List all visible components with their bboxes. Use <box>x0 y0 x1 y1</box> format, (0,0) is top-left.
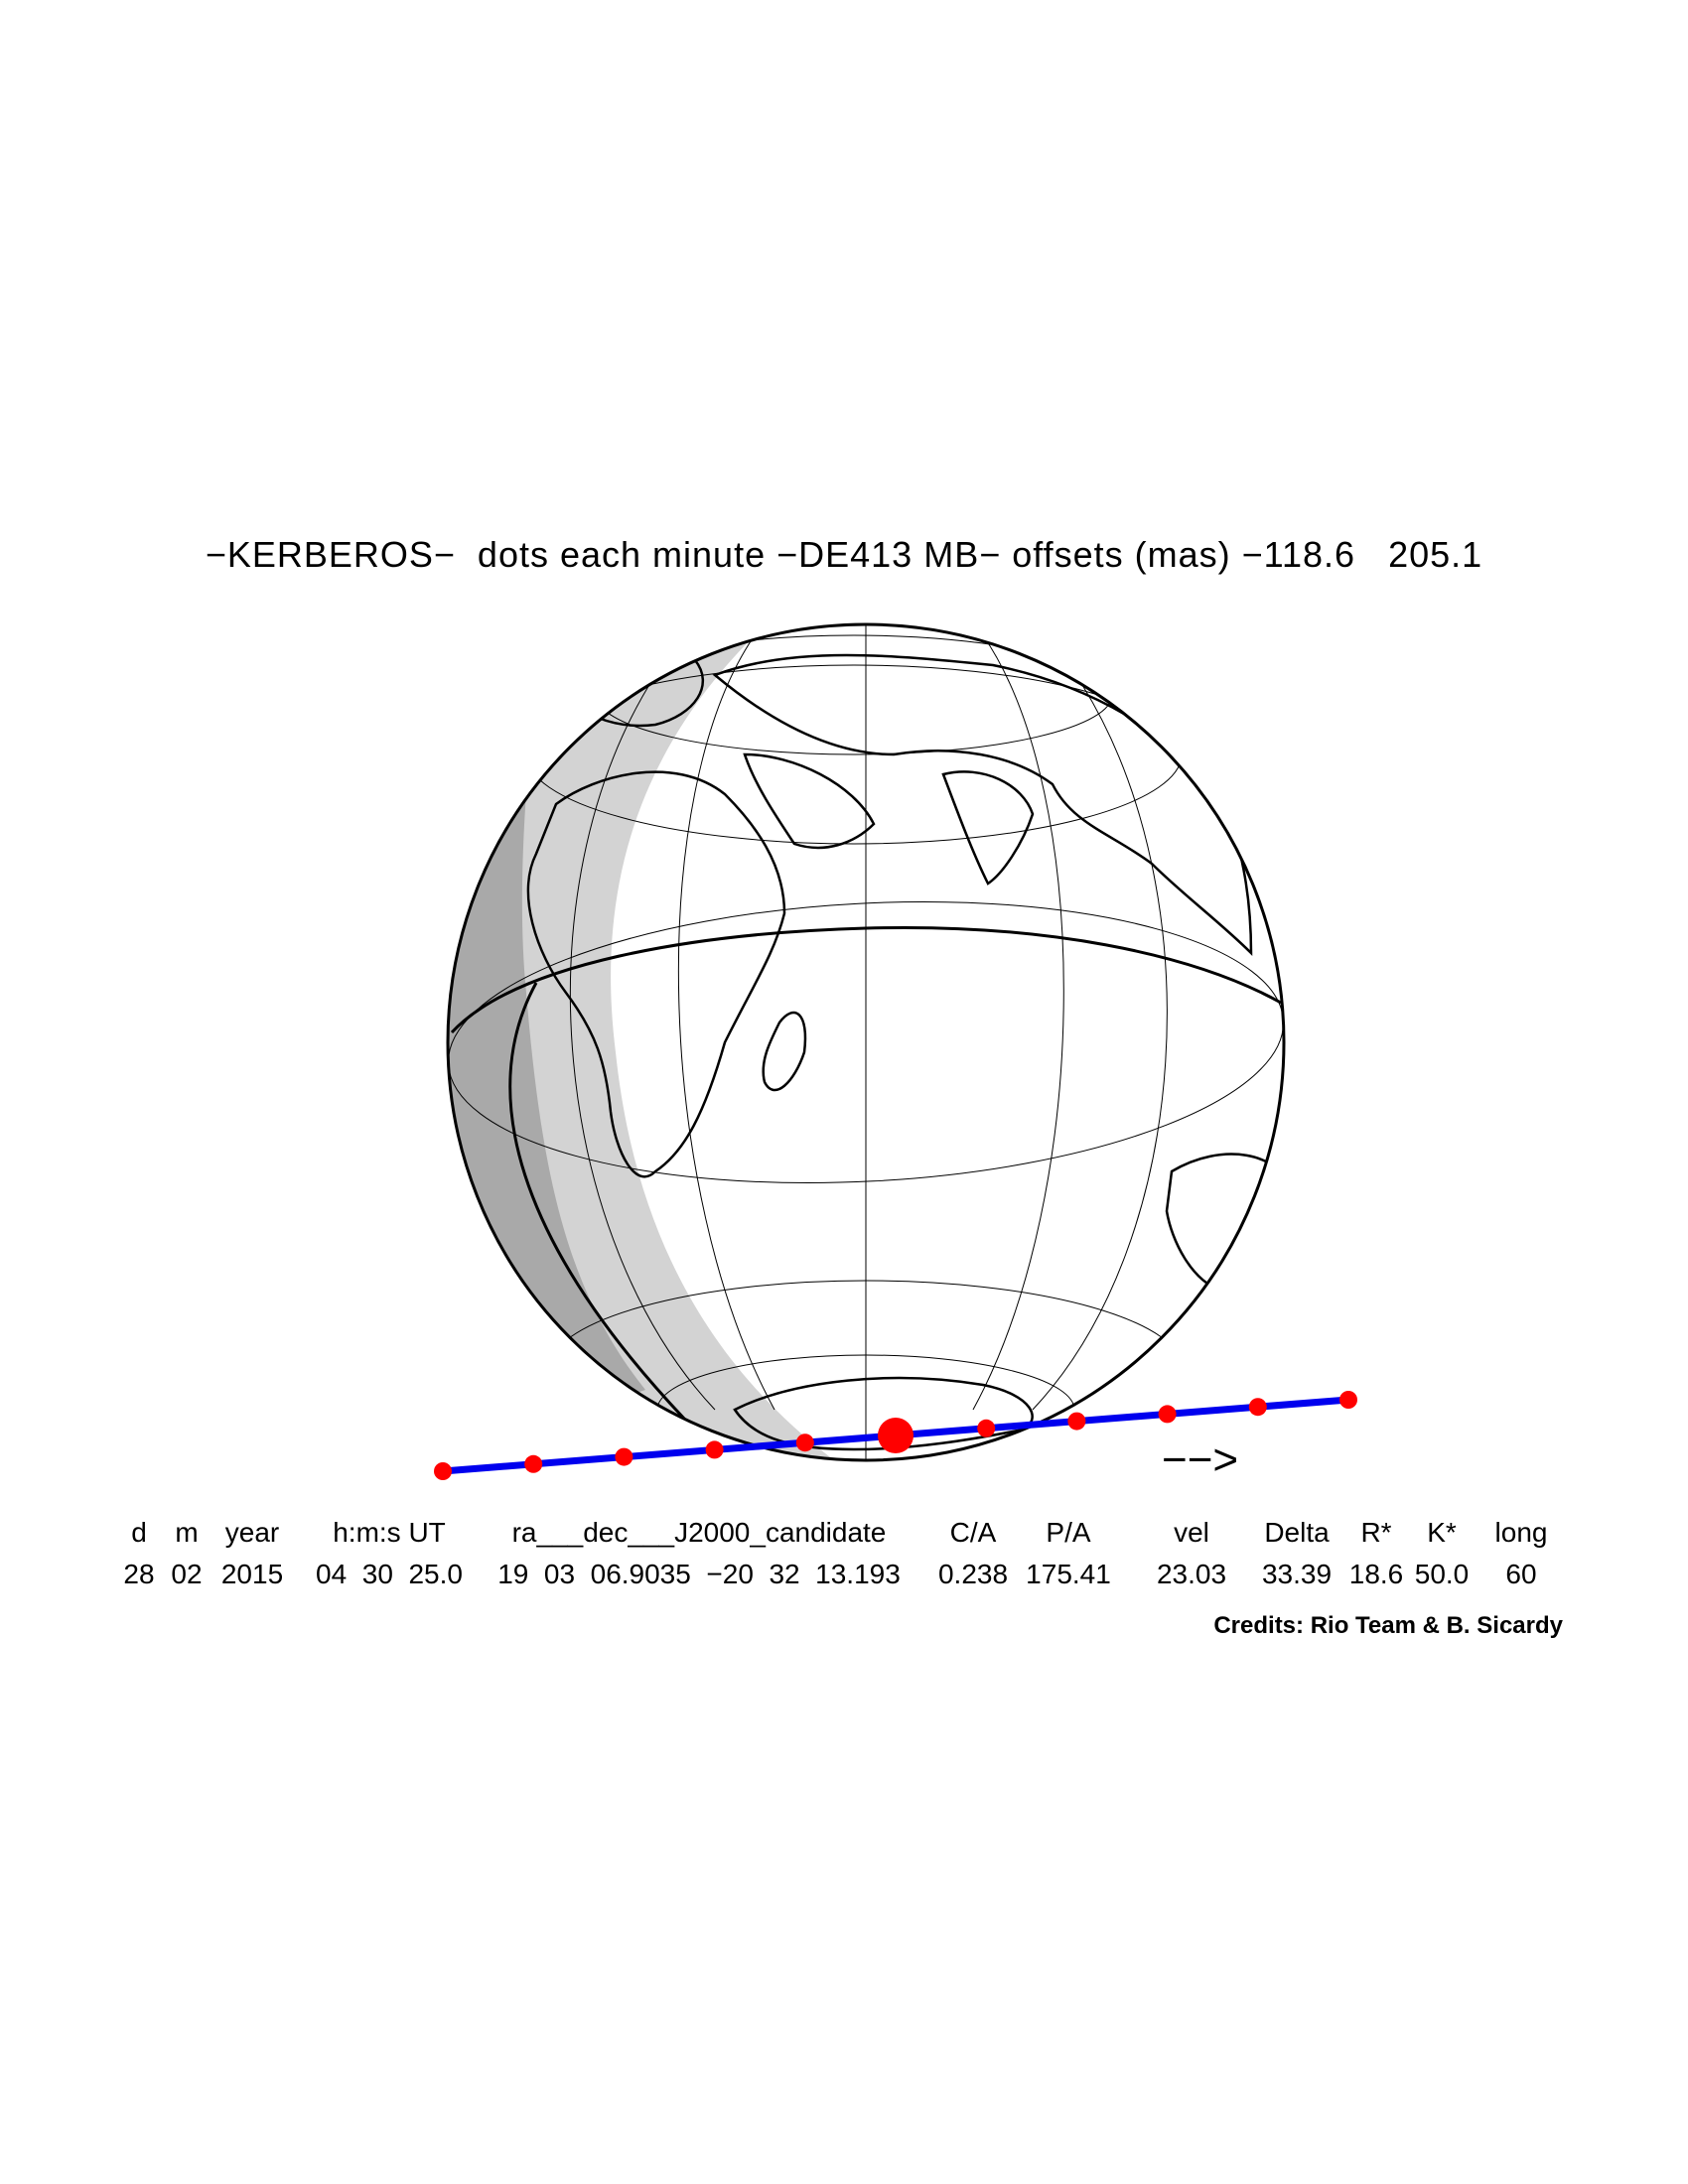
arabia-outline <box>743 752 876 850</box>
value-d: 28 <box>123 1559 155 1589</box>
value-rstar: 18.6 <box>1348 1559 1404 1589</box>
graticule-meridian <box>677 634 775 1411</box>
header-kstar: K* <box>1427 1517 1457 1548</box>
minute-dot <box>1339 1391 1357 1409</box>
minute-dot <box>1248 1398 1267 1417</box>
header-m: m <box>175 1517 199 1548</box>
graticule-meridian <box>1032 684 1168 1411</box>
minute-dot <box>1158 1405 1177 1424</box>
credits: Credits: Rio Team & B. Sicardy <box>1213 1612 1563 1639</box>
madagascar-outline <box>762 1011 807 1092</box>
value-vel: 23.03 <box>1156 1559 1227 1589</box>
direction-arrow: −−> <box>1162 1435 1238 1484</box>
minute-dot <box>795 1433 814 1452</box>
graticule-meridian <box>570 674 716 1411</box>
africa-outline <box>526 770 786 1178</box>
india-outline <box>941 770 1035 886</box>
occultation-track <box>434 1391 1357 1480</box>
value-ra-dec: 19 03 06.9035 −20 32 13.193 <box>497 1559 901 1589</box>
globe-limb <box>446 622 1286 1462</box>
header-d: d <box>131 1517 147 1548</box>
closest-approach-dot <box>878 1418 914 1453</box>
minute-dot <box>977 1419 996 1437</box>
value-pa: 175.41 <box>1026 1559 1111 1589</box>
value-long: 60 <box>1505 1559 1537 1589</box>
header-ca: C/A <box>949 1517 997 1548</box>
shadow-limit-line <box>508 982 687 1422</box>
header-long: long <box>1494 1517 1548 1548</box>
header-year: year <box>224 1517 280 1548</box>
graticule-meridian <box>972 634 1064 1411</box>
header-delta: Delta <box>1264 1517 1330 1548</box>
asia-outline <box>712 653 1253 957</box>
value-m: 02 <box>171 1559 203 1589</box>
minute-dot <box>1067 1412 1086 1431</box>
header-hms-ut: h:m:s UT <box>333 1517 446 1548</box>
minute-dot <box>524 1454 543 1473</box>
value-delta: 33.39 <box>1261 1559 1333 1589</box>
minute-dot <box>705 1440 724 1459</box>
value-ca: 0.238 <box>937 1559 1009 1589</box>
header-pa: P/A <box>1046 1517 1091 1548</box>
value-hms-ut: 04 30 25.0 <box>316 1559 463 1589</box>
minute-dot <box>615 1447 633 1466</box>
header-vel: vel <box>1174 1517 1209 1548</box>
value-year: 2015 <box>220 1559 284 1589</box>
minute-dot <box>434 1462 452 1480</box>
header-ra-dec: ra___dec___J2000_candidate <box>511 1517 887 1548</box>
shadow-limit-line <box>450 926 1282 1034</box>
value-kstar: 50.0 <box>1414 1559 1470 1589</box>
plot-title: −KERBEROS− dots each minute −DE413 MB− o… <box>205 534 1483 575</box>
header-rstar: R* <box>1360 1517 1392 1548</box>
